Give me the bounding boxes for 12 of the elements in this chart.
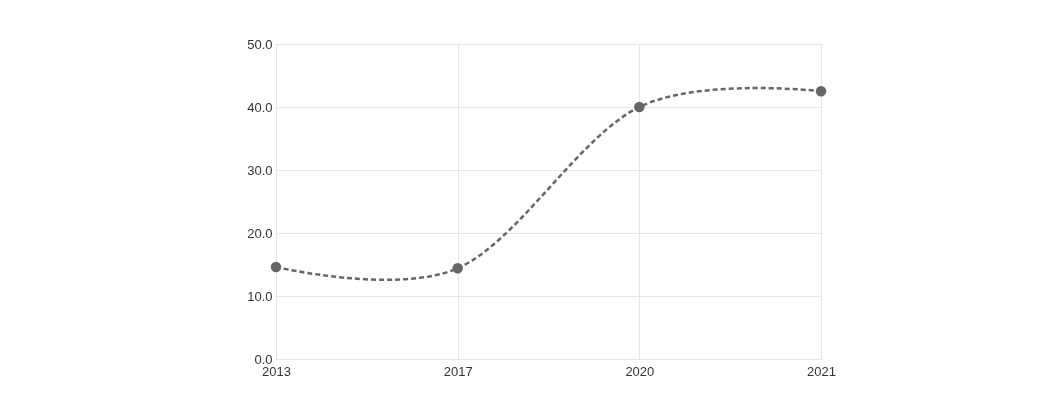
point: [452, 263, 463, 274]
y-tick-label: 30.0: [247, 162, 273, 178]
point: [270, 261, 282, 273]
x-tick-label: 2017: [443, 363, 473, 379]
y-tick-label: 50.0: [247, 36, 273, 52]
point: [815, 86, 827, 97]
x-tick-label: 2021: [807, 363, 836, 379]
x-tick-label: 2020: [625, 363, 655, 379]
y-tick-label: 10.0: [247, 288, 273, 304]
y-tick-label: 40.0: [247, 99, 273, 115]
y-tick-label: 20.0: [247, 225, 273, 241]
point: [634, 101, 645, 113]
